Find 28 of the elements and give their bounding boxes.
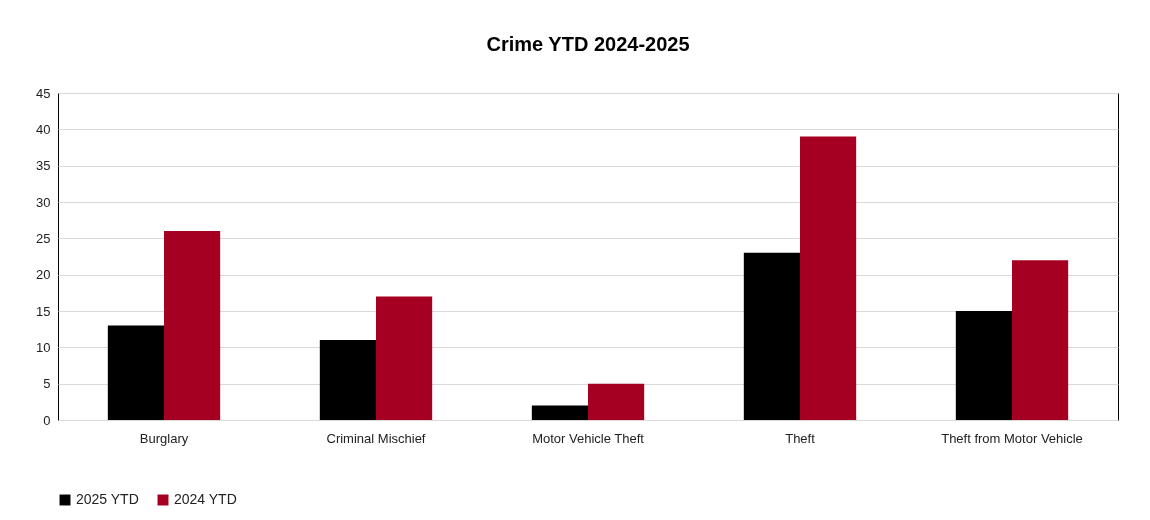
x-tick-label: Theft <box>785 430 816 446</box>
chart-title: Crime YTD 2024-2025 <box>486 33 690 55</box>
bar <box>376 296 433 420</box>
y-tick-label: 25 <box>36 230 51 246</box>
bar <box>1012 260 1069 420</box>
bar <box>955 311 1012 420</box>
y-tick-label: 15 <box>36 303 51 319</box>
bar <box>319 340 376 420</box>
legend-label: 2024 YTD <box>174 491 237 507</box>
y-tick-label: 35 <box>36 158 51 174</box>
y-tick-label: 30 <box>36 194 51 210</box>
y-tick-label: 5 <box>43 376 51 392</box>
bar <box>800 136 857 420</box>
bar <box>164 231 221 420</box>
bar <box>107 325 164 420</box>
x-tick-label: Criminal Mischief <box>326 430 426 446</box>
x-tick-label: Theft from Motor Vehicle <box>941 430 1083 446</box>
y-tick-label: 45 <box>36 85 51 101</box>
x-tick-label: Burglary <box>139 430 189 446</box>
bar <box>531 405 588 420</box>
legend-label: 2025 YTD <box>76 491 139 507</box>
y-tick-label: 40 <box>36 121 51 137</box>
y-tick-label: 10 <box>36 339 51 355</box>
bar <box>743 252 800 420</box>
y-tick-label: 20 <box>36 267 51 283</box>
x-tick-label: Motor Vehicle Theft <box>532 430 645 446</box>
bar <box>588 383 645 420</box>
y-tick-label: 0 <box>43 412 51 428</box>
